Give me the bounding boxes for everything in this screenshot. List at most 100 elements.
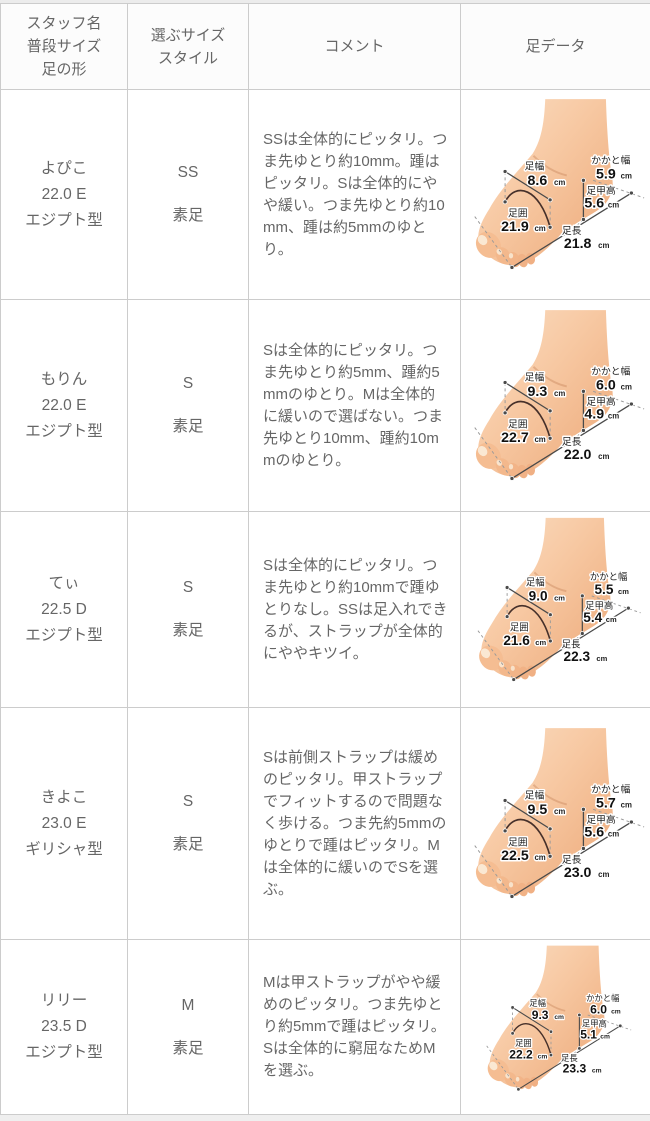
foot-data-cell: 足幅 9.3 cm かかと幅 6.0 cm 足甲高 5.1 cm 足囲 22.2… <box>461 940 650 1115</box>
unit-label: cm <box>607 200 618 209</box>
foot-width-value: 9.3 <box>531 1008 548 1022</box>
comment-cell: Sは前側ストラップは緩めのピッタリ。甲ストラップでフィットするので問題なく歩ける… <box>249 708 461 940</box>
comment-cell: Sは全体的にピッタリ。つま先ゆとり約10mmで踵ゆとりなし。SSは足入れできるが… <box>249 512 461 708</box>
comment-text: SSは全体的にピッタリ。つま先ゆとり約10mm。踵はピッタリ。Sは全体的にやや緩… <box>249 119 460 271</box>
comment-text: Mは甲ストラップがやや緩めのピッタリ。つま先ゆとり約5mmで踵はピッタリ。Sは全… <box>249 962 460 1092</box>
unit-label: cm <box>607 411 618 420</box>
unit-label: cm <box>607 829 618 838</box>
unit-label: cm <box>596 653 607 662</box>
usual-size: 22.0 E <box>1 182 127 208</box>
unit-label: cm <box>554 178 565 187</box>
staff-name: もりん <box>1 367 127 393</box>
circumference-label: 足囲 <box>509 621 528 632</box>
foot-width-label: 足幅 <box>525 576 544 587</box>
chosen-size: S <box>128 375 248 393</box>
foot-length-value: 23.3 <box>562 1061 586 1075</box>
circumference-value: 22.2 <box>509 1047 533 1061</box>
foot-width-value: 9.3 <box>527 384 547 400</box>
table-row: よぴこ 22.0 E エジプト型 SS 素足 SSは全体的にピッタリ。つま先ゆと… <box>1 90 650 300</box>
foot-data-cell: 足幅 8.6 cm かかと幅 5.9 cm 足甲高 5.6 cm 足囲 21.9… <box>461 90 650 300</box>
circumference-value: 22.7 <box>501 430 529 446</box>
unit-label: cm <box>620 171 631 180</box>
heel-width-value: 5.9 <box>596 166 616 182</box>
unit-label: cm <box>620 800 631 809</box>
header-staff-line3: 足の形 <box>1 58 127 81</box>
header-staff: スタッフ名 普段サイズ 足の形 <box>1 4 128 90</box>
usual-size: 23.0 E <box>1 811 127 837</box>
unit-label: cm <box>554 1014 564 1021</box>
foot-length-value: 21.8 <box>563 235 591 251</box>
comment-cell: SSは全体的にピッタリ。つま先ゆとり約10mm。踵はピッタリ。Sは全体的にやや緩… <box>249 90 461 300</box>
staff-name: リリー <box>1 988 127 1014</box>
style-label: 素足 <box>128 414 248 436</box>
unit-label: cm <box>554 807 565 816</box>
instep-height-value: 5.6 <box>584 195 604 211</box>
foot-diagram: 足幅 9.3 cm かかと幅 6.0 cm 足甲高 4.9 cm 足囲 22.7… <box>461 308 650 504</box>
unit-label: cm <box>535 637 546 646</box>
foot-diagram-svg: 足幅 9.0 cm かかと幅 5.5 cm 足甲高 5.4 cm 足囲 21.6… <box>463 516 649 704</box>
heel-width-label: かかと幅 <box>589 570 627 581</box>
unit-label: cm <box>598 240 609 249</box>
foot-width-label: 足幅 <box>524 159 544 172</box>
instep-height-value: 5.6 <box>584 824 604 840</box>
unit-label: cm <box>537 1053 547 1060</box>
unit-label: cm <box>598 451 609 460</box>
foot-shape: ギリシャ型 <box>1 837 127 863</box>
table-row: きよこ 23.0 E ギリシャ型 S 素足 Sは前側ストラップは緩めのピッタリ。… <box>1 708 650 940</box>
unit-label: cm <box>534 435 545 444</box>
header-size-line1: 選ぶサイズ <box>128 24 248 47</box>
style-label: 素足 <box>128 618 248 640</box>
foot-width-label: 足幅 <box>524 788 544 801</box>
heel-width-label: かかと幅 <box>586 992 619 1002</box>
table-row: もりん 22.0 E エジプト型 S 素足 Sは全体的にピッタリ。つま先ゆとり約… <box>1 300 650 512</box>
foot-shape: エジプト型 <box>1 419 127 445</box>
comment-cell: Mは甲ストラップがやや緩めのピッタリ。つま先ゆとり約5mmで踵はピッタリ。Sは全… <box>249 940 461 1115</box>
foot-length-value: 22.3 <box>563 648 590 663</box>
foot-data-cell: 足幅 9.5 cm かかと幅 5.7 cm 足甲高 5.6 cm 足囲 22.5… <box>461 708 650 940</box>
table-row: リリー 23.5 D エジプト型 M 素足 Mは甲ストラップがやや緩めのピッタリ… <box>1 940 650 1115</box>
chosen-size: M <box>128 997 248 1015</box>
staff-cell: てぃ 22.5 D エジプト型 <box>1 512 128 708</box>
circumference-label: 足囲 <box>515 1037 532 1047</box>
heel-width-value: 6.0 <box>590 1002 607 1016</box>
circumference-label: 足囲 <box>508 836 528 848</box>
foot-diagram-svg: 足幅 9.5 cm かかと幅 5.7 cm 足甲高 5.6 cm 足囲 22.5… <box>463 726 649 922</box>
instep-height-value: 4.9 <box>584 406 604 422</box>
staff-cell: よぴこ 22.0 E エジプト型 <box>1 90 128 300</box>
foot-diagram-svg: 足幅 8.6 cm かかと幅 5.9 cm 足甲高 5.6 cm 足囲 21.9… <box>463 97 649 293</box>
table-row: てぃ 22.5 D エジプト型 S 素足 Sは全体的にピッタリ。つま先ゆとり約1… <box>1 512 650 708</box>
comment-cell: Sは全体的にピッタリ。つま先ゆとり約5mm、踵約5mmのゆとり。Mは全体的に緩い… <box>249 300 461 512</box>
unit-label: cm <box>600 1033 610 1040</box>
circumference-label: 足囲 <box>508 418 528 430</box>
header-foot-data: 足データ <box>461 4 650 90</box>
unit-label: cm <box>605 615 616 624</box>
size-style-cell: S 素足 <box>128 708 249 940</box>
header-size-line2: スタイル <box>128 47 248 70</box>
heel-width-value: 6.0 <box>596 377 616 393</box>
foot-length-value: 22.0 <box>563 446 591 462</box>
header-staff-line2: 普段サイズ <box>1 35 127 58</box>
foot-shape: エジプト型 <box>1 623 127 649</box>
unit-label: cm <box>598 869 609 878</box>
unit-label: cm <box>618 587 629 596</box>
usual-size: 22.0 E <box>1 393 127 419</box>
size-style-cell: M 素足 <box>128 940 249 1115</box>
header-staff-line1: スタッフ名 <box>1 12 127 35</box>
foot-shape: エジプト型 <box>1 1040 127 1066</box>
foot-diagram: 足幅 8.6 cm かかと幅 5.9 cm 足甲高 5.6 cm 足囲 21.9… <box>461 97 650 293</box>
foot-data-cell: 足幅 9.0 cm かかと幅 5.5 cm 足甲高 5.4 cm 足囲 21.6… <box>461 512 650 708</box>
usual-size: 23.5 D <box>1 1014 127 1040</box>
foot-diagram: 足幅 9.0 cm かかと幅 5.5 cm 足甲高 5.4 cm 足囲 21.6… <box>461 516 650 704</box>
unit-label: cm <box>554 389 565 398</box>
comment-text: Sは全体的にピッタリ。つま先ゆとり約5mm、踵約5mmのゆとり。Mは全体的に緩い… <box>249 330 460 482</box>
unit-label: cm <box>611 1008 621 1015</box>
style-label: 素足 <box>128 832 248 854</box>
heel-width-label: かかと幅 <box>591 364 630 377</box>
foot-width-label: 足幅 <box>529 997 546 1007</box>
comment-text: Sは前側ストラップは緩めのピッタリ。甲ストラップでフィットするので問題なく歩ける… <box>249 737 460 911</box>
circumference-label: 足囲 <box>508 207 528 219</box>
staff-name: きよこ <box>1 785 127 811</box>
style-label: 素足 <box>128 1036 248 1058</box>
foot-width-value: 8.6 <box>527 173 547 189</box>
heel-width-value: 5.5 <box>594 582 613 597</box>
